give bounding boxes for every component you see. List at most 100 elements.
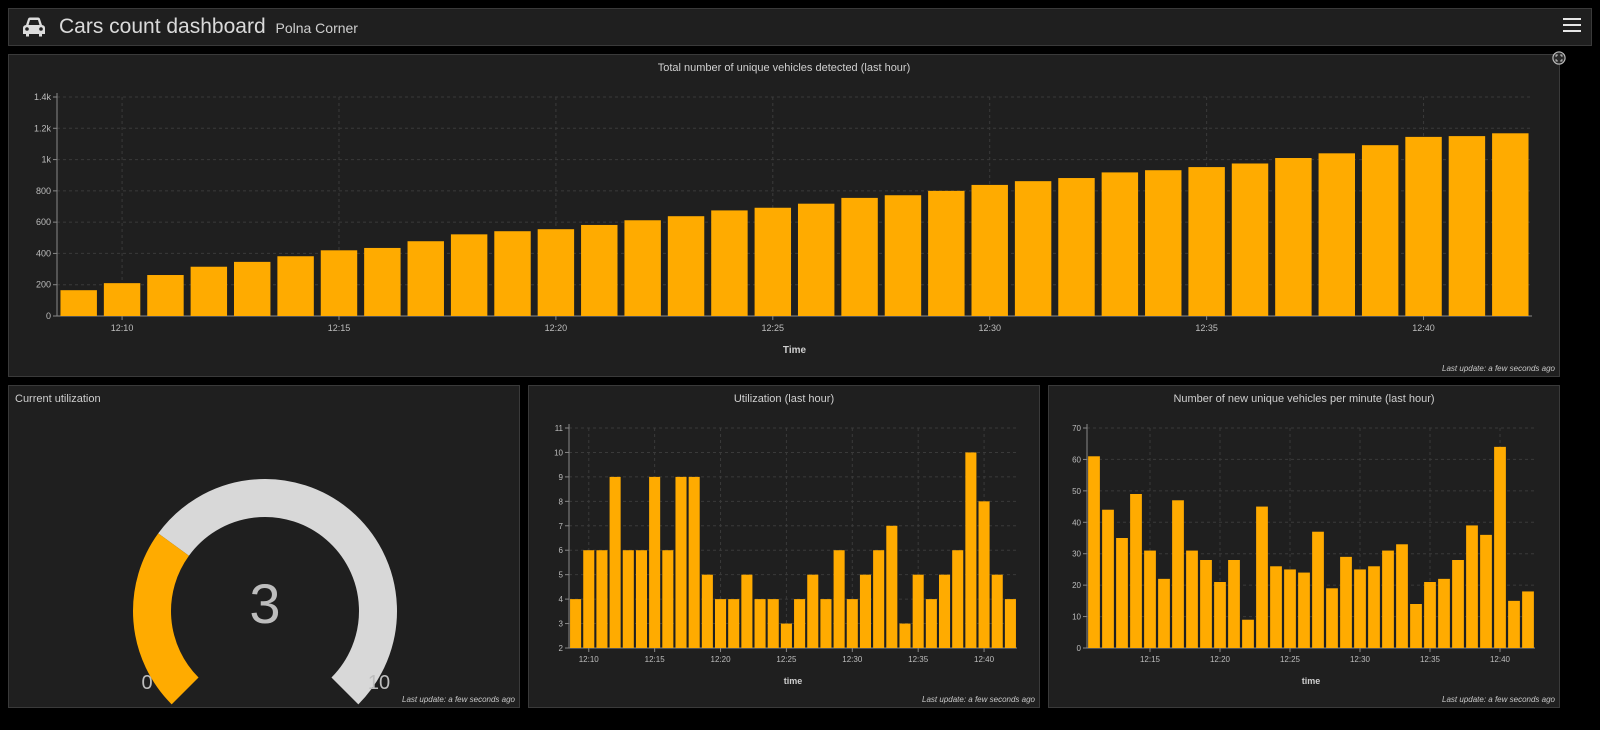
- y-tick-label: 3: [559, 620, 564, 629]
- x-tick-label: 12:10: [579, 655, 600, 664]
- total-vehicles-chart: 0 200 400 600 800 1k 1.2k 1.4k 12:10 12:15 12:20 12…: [34, 92, 1532, 356]
- bar: [364, 247, 401, 316]
- last-update-text: Last update: a few seconds ago: [402, 695, 515, 704]
- bar: [1186, 550, 1198, 648]
- bar: [1058, 178, 1095, 316]
- bar: [841, 197, 878, 316]
- bar: [688, 476, 700, 648]
- gauge-fill: [133, 533, 199, 705]
- x-axis-label: Time: [783, 345, 807, 356]
- menu-icon[interactable]: [1563, 18, 1581, 36]
- bar: [662, 550, 674, 648]
- x-tick-label: 12:25: [762, 323, 785, 333]
- bar: [1231, 163, 1269, 316]
- bar: [952, 550, 964, 648]
- y-tick-label: 2: [559, 644, 564, 653]
- bar: [1368, 566, 1380, 648]
- x-axis-label: time: [1302, 676, 1321, 686]
- panel-title: Current utilization: [15, 393, 101, 405]
- bar: [190, 266, 228, 316]
- bar: [1480, 534, 1492, 648]
- bar: [728, 599, 740, 648]
- expand-icon[interactable]: [1552, 51, 1566, 65]
- last-update-text: Last update: a few seconds ago: [1442, 364, 1555, 373]
- y-tick-label: 8: [559, 497, 564, 506]
- bar: [1242, 619, 1254, 648]
- bar: [928, 190, 965, 316]
- bar: [965, 452, 977, 648]
- y-tick-label: 200: [36, 280, 51, 290]
- bar: [938, 574, 951, 648]
- bar: [1318, 153, 1355, 316]
- bar: [978, 501, 990, 648]
- y-tick-label: 600: [36, 217, 51, 227]
- bar: [277, 256, 314, 316]
- bar: [797, 203, 835, 316]
- bar: [583, 550, 595, 648]
- bar: [701, 574, 713, 648]
- bar: [886, 525, 898, 648]
- bar: [1275, 158, 1312, 316]
- new-vehicles-panel: Number of new unique vehicles per minute…: [1048, 385, 1560, 708]
- x-tick-label: 12:40: [974, 655, 995, 664]
- utilization-gauge: 3 0 10: [133, 479, 397, 705]
- gauge-max-label: 10: [368, 672, 390, 694]
- bar: [1116, 538, 1128, 648]
- bar: [1424, 582, 1436, 648]
- bar: [1492, 133, 1529, 316]
- bar: [833, 550, 845, 648]
- bar: [794, 599, 806, 648]
- bar: [1172, 500, 1184, 648]
- bar: [899, 623, 911, 648]
- bar: [1522, 591, 1534, 648]
- bar: [570, 599, 582, 648]
- y-tick-label: 7: [559, 522, 564, 531]
- bar: [807, 574, 819, 648]
- y-tick-label: 1.2k: [34, 123, 52, 133]
- bar: [1270, 566, 1282, 648]
- bar: [1228, 560, 1240, 648]
- bar: [1382, 550, 1394, 648]
- x-tick-label: 12:30: [978, 323, 1001, 333]
- y-tick-label: 1.4k: [34, 92, 52, 102]
- x-tick-label: 12:35: [1420, 655, 1441, 664]
- bar: [494, 231, 531, 316]
- y-tick-label: 6: [559, 546, 564, 555]
- bar: [1256, 506, 1268, 648]
- bar: [1014, 181, 1052, 316]
- bar: [147, 275, 184, 316]
- bar: [234, 261, 271, 316]
- bar: [912, 574, 924, 648]
- bar: [1405, 136, 1442, 316]
- x-tick-label: 12:40: [1412, 323, 1435, 333]
- bar: [1396, 544, 1408, 648]
- utilization-chart: 2 3 4 5 6 7 8 9 10 11 12:10 12:15 12:20 12:25 12:30 12:…: [554, 424, 1017, 686]
- bar: [1214, 582, 1226, 648]
- bar: [873, 550, 885, 648]
- bar: [609, 476, 621, 648]
- last-update-text: Last update: a few seconds ago: [1442, 695, 1555, 704]
- current-utilization-panel: Current utilization 3 0 10 Last update: …: [8, 385, 520, 708]
- bar: [1354, 569, 1366, 648]
- y-tick-label: 60: [1072, 455, 1081, 464]
- x-tick-label: 12:30: [1350, 655, 1371, 664]
- dashboard-header: Cars count dashboard Polna Corner: [8, 8, 1592, 46]
- y-tick-label: 1k: [41, 155, 51, 165]
- bar: [675, 476, 687, 648]
- bar: [596, 550, 608, 648]
- bar: [1410, 604, 1422, 648]
- y-tick-label: 40: [1072, 518, 1081, 527]
- y-tick-label: 5: [559, 571, 564, 580]
- bar: [1144, 550, 1156, 648]
- x-tick-label: 12:15: [1140, 655, 1161, 664]
- x-tick-label: 12:25: [1280, 655, 1301, 664]
- y-tick-label: 11: [555, 424, 564, 433]
- y-tick-label: 0: [1077, 644, 1082, 653]
- y-tick-label: 10: [554, 448, 563, 457]
- bar: [754, 599, 766, 648]
- bar: [780, 623, 792, 648]
- panel-title: Total number of unique vehicles detected…: [657, 62, 911, 74]
- x-tick-label: 12:35: [1195, 323, 1218, 333]
- y-tick-label: 800: [36, 186, 51, 196]
- bar: [1340, 556, 1352, 648]
